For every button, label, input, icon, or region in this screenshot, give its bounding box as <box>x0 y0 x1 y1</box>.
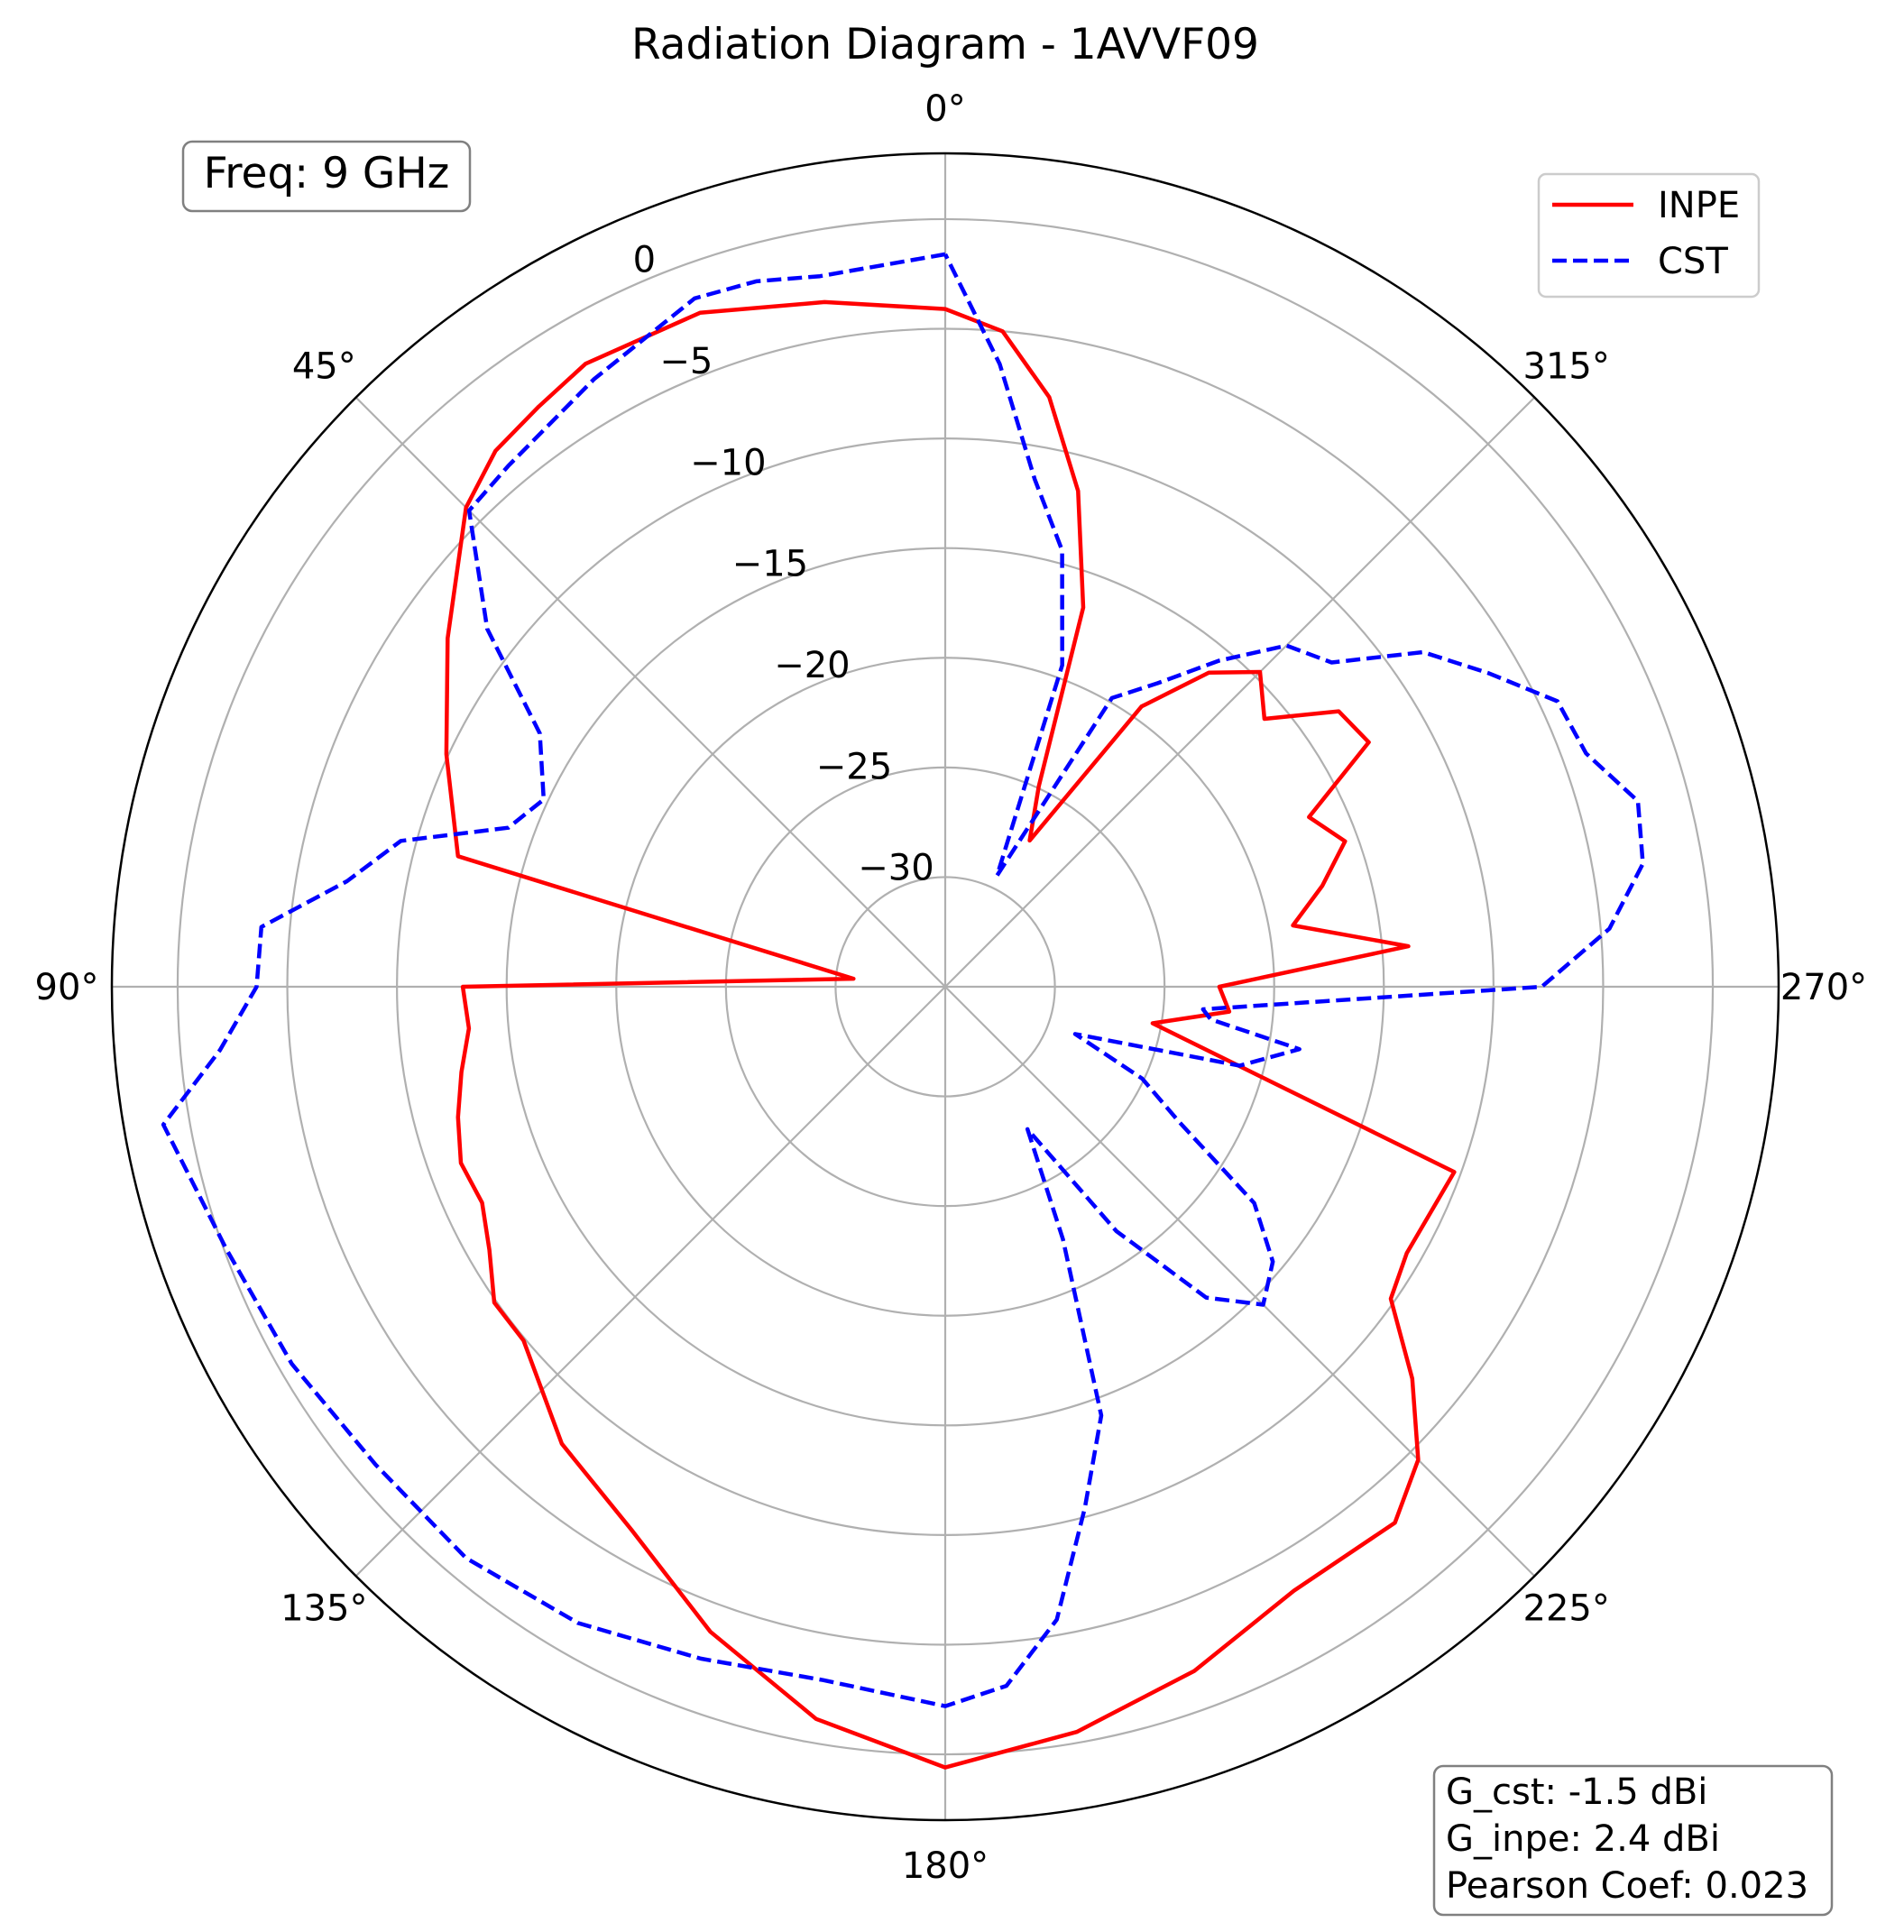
stats-g-cst: G_cst: -1.5 dBi <box>1446 1771 1707 1813</box>
angular-tick-label: 315° <box>1523 345 1610 387</box>
radial-tick-label: −30 <box>858 848 934 889</box>
radial-tick-label: −20 <box>774 645 850 686</box>
angular-grid-spoke <box>944 396 1536 988</box>
angular-tick-label: 180° <box>902 1845 989 1887</box>
freq-annotation: Freq: 9 GHz <box>181 140 472 213</box>
radial-tick-label: −5 <box>659 341 713 382</box>
angular-tick-label: 45° <box>292 345 356 387</box>
legend-label-inpe: INPE <box>1658 185 1740 226</box>
freq-box <box>181 140 472 213</box>
radial-tick-label: −10 <box>690 442 766 483</box>
radial-tick-labels: −30 −25 −20 −15 −10 −5 0 <box>633 240 934 889</box>
radial-tick-label: −25 <box>816 746 892 787</box>
series-layer <box>161 252 1645 1770</box>
chart-title: Radiation Diagram - 1AVVF09 <box>631 20 1259 69</box>
angular-tick-label: 135° <box>281 1588 367 1630</box>
stats-box <box>1432 1764 1834 1917</box>
angular-grid-spoke <box>944 986 1536 1578</box>
polar-frame <box>110 152 1780 1822</box>
series-line-cst <box>161 252 1645 1708</box>
stats-annotation: G_cst: -1.5 dBi G_inpe: 2.4 dBi Pearson … <box>1432 1764 1834 1917</box>
series-line-inpe <box>444 299 1457 1770</box>
radial-tick-label: 0 <box>633 240 656 281</box>
stats-g-inpe: G_inpe: 2.4 dBi <box>1446 1818 1720 1860</box>
polar-grid <box>110 152 1780 1822</box>
angular-grid-spoke <box>354 986 946 1578</box>
legend-label-cst: CST <box>1658 241 1728 282</box>
angular-tick-label: 0° <box>924 88 965 130</box>
angular-tick-labels: 0° 45° 90° 135° 180° 225° 270° 315° <box>35 88 1868 1887</box>
legend: INPE CST <box>1537 172 1761 299</box>
stats-pearson: Pearson Coef: 0.023 <box>1446 1865 1808 1907</box>
angular-tick-label: 270° <box>1780 967 1867 1008</box>
angular-tick-label: 225° <box>1523 1588 1610 1630</box>
freq-label: Freq: 9 GHz <box>204 149 450 198</box>
angular-grid-spoke <box>354 396 946 988</box>
radial-tick-label: −15 <box>732 544 808 585</box>
angular-tick-label: 90° <box>35 967 99 1008</box>
